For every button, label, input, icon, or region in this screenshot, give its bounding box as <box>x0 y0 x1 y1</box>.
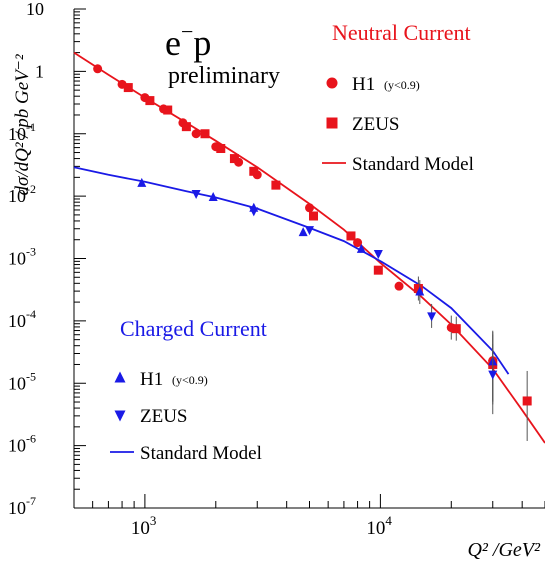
legend-label: H1 <box>140 369 163 390</box>
nc-title: Neutral Current <box>332 20 471 45</box>
y-tick-label: 10-2 <box>8 182 36 206</box>
legend-circle-icon <box>326 77 338 89</box>
cc-h1-point <box>298 227 308 237</box>
nc-h1-point <box>305 203 314 213</box>
data-points <box>93 64 532 441</box>
nc-zeus-point <box>373 265 383 275</box>
y-tick-label: 1 <box>35 61 44 81</box>
nc-h1-point <box>93 64 103 74</box>
cc-legend: H1 (y<0.9) ZEUS Standard Model <box>110 369 262 464</box>
preliminary-label: preliminary <box>168 63 280 89</box>
cc-zeus-point <box>305 226 314 236</box>
nc-zeus-point <box>271 180 281 190</box>
x-tick-label: 103 <box>131 513 157 539</box>
y-tick-exponent: -2 <box>26 182 36 196</box>
cc-zeus-point <box>191 190 201 200</box>
x-tick-label: 104 <box>366 513 392 539</box>
y-tick-label: 10-4 <box>8 307 36 331</box>
cc-h1-point <box>356 243 366 253</box>
y-tick-base: 10 <box>8 186 26 206</box>
y-tick-label: 10-7 <box>8 494 36 518</box>
y-tick-base: 10 <box>8 311 26 331</box>
cc-h1-point <box>415 286 425 296</box>
y-axis-title: dσ/dQ² / pb GeV⁻² <box>12 54 33 195</box>
cc-standard-model-curve <box>73 166 510 375</box>
legend-label: Standard Model <box>140 443 262 464</box>
nc-zeus-point <box>145 96 155 106</box>
legend-triangle-up-icon <box>114 371 126 383</box>
x-tick-base: 10 <box>131 518 150 539</box>
y-tick-base: 1 <box>35 61 44 81</box>
process-main: e <box>165 23 181 63</box>
nc-zeus-point <box>346 231 356 241</box>
legend-square-icon <box>326 117 338 129</box>
nc-h1-point <box>191 129 201 139</box>
nc-zeus-point <box>163 105 173 115</box>
y-tick-exponent: -4 <box>26 307 36 321</box>
process-super: − <box>181 19 193 44</box>
cc-h1-point <box>137 177 147 187</box>
x-tick-exponent: 3 <box>150 513 157 528</box>
x-axis-ticks <box>73 494 545 508</box>
legend-label: ZEUS <box>352 114 400 135</box>
nc-zeus-point <box>216 144 226 154</box>
cc-zeus-point <box>427 312 437 322</box>
nc-zeus-point <box>413 284 423 294</box>
cc-h1-point <box>208 192 218 202</box>
nc-h1-point <box>394 281 404 291</box>
x-tick-exponent: 4 <box>385 513 392 528</box>
legend-label: H1 <box>352 74 375 95</box>
nc-zeus-point <box>249 166 259 176</box>
legend-note: (y<0.9) <box>172 373 208 387</box>
plot-frame <box>73 9 545 509</box>
process-label: e−p <box>165 19 211 63</box>
nc-zeus-point <box>229 154 239 164</box>
y-tick-exponent: -5 <box>26 369 36 383</box>
cc-title: Charged Current <box>120 316 267 341</box>
y-tick-base: 10 <box>8 373 26 393</box>
y-tick-label: 10-6 <box>8 432 36 456</box>
nc-zeus-point <box>123 83 133 93</box>
nc-legend: H1 (y<0.9) ZEUS Standard Model <box>322 74 474 175</box>
y-axis-ticks <box>74 8 86 509</box>
y-tick-exponent: -1 <box>26 120 36 134</box>
y-tick-label: 10-5 <box>8 369 36 393</box>
y-tick-label: 10-1 <box>8 120 36 144</box>
legend-triangle-down-icon <box>114 410 126 422</box>
x-axis-title: Q² /GeV² <box>467 539 541 561</box>
process-tail: p <box>193 23 211 63</box>
legend-note: (y<0.9) <box>384 78 420 92</box>
nc-zeus-point <box>181 122 191 132</box>
cc-zeus-point <box>373 250 383 260</box>
cc-zeus-point <box>249 207 259 217</box>
nc-zeus-point <box>309 211 319 221</box>
y-tick-base: 10 <box>26 0 44 19</box>
x-tick-base: 10 <box>366 518 385 539</box>
cc-zeus-point <box>488 370 498 380</box>
y-tick-exponent: -6 <box>26 432 36 446</box>
x-axis-tick-labels: 103 104 <box>131 513 393 539</box>
y-tick-exponent: -3 <box>26 245 36 259</box>
nc-zeus-point <box>451 324 461 334</box>
y-tick-label: 10-3 <box>8 245 36 269</box>
y-tick-base: 10 <box>8 498 26 518</box>
y-tick-base: 10 <box>8 249 26 269</box>
y-tick-base: 10 <box>8 436 26 456</box>
legend-label: ZEUS <box>140 406 188 427</box>
legend-label: Standard Model <box>352 154 474 175</box>
nc-zeus-point <box>200 129 210 139</box>
nc-zeus-point <box>522 396 532 406</box>
y-tick-base: 10 <box>8 124 26 144</box>
y-tick-exponent: -7 <box>26 494 36 508</box>
y-tick-label: 10 <box>26 0 44 19</box>
